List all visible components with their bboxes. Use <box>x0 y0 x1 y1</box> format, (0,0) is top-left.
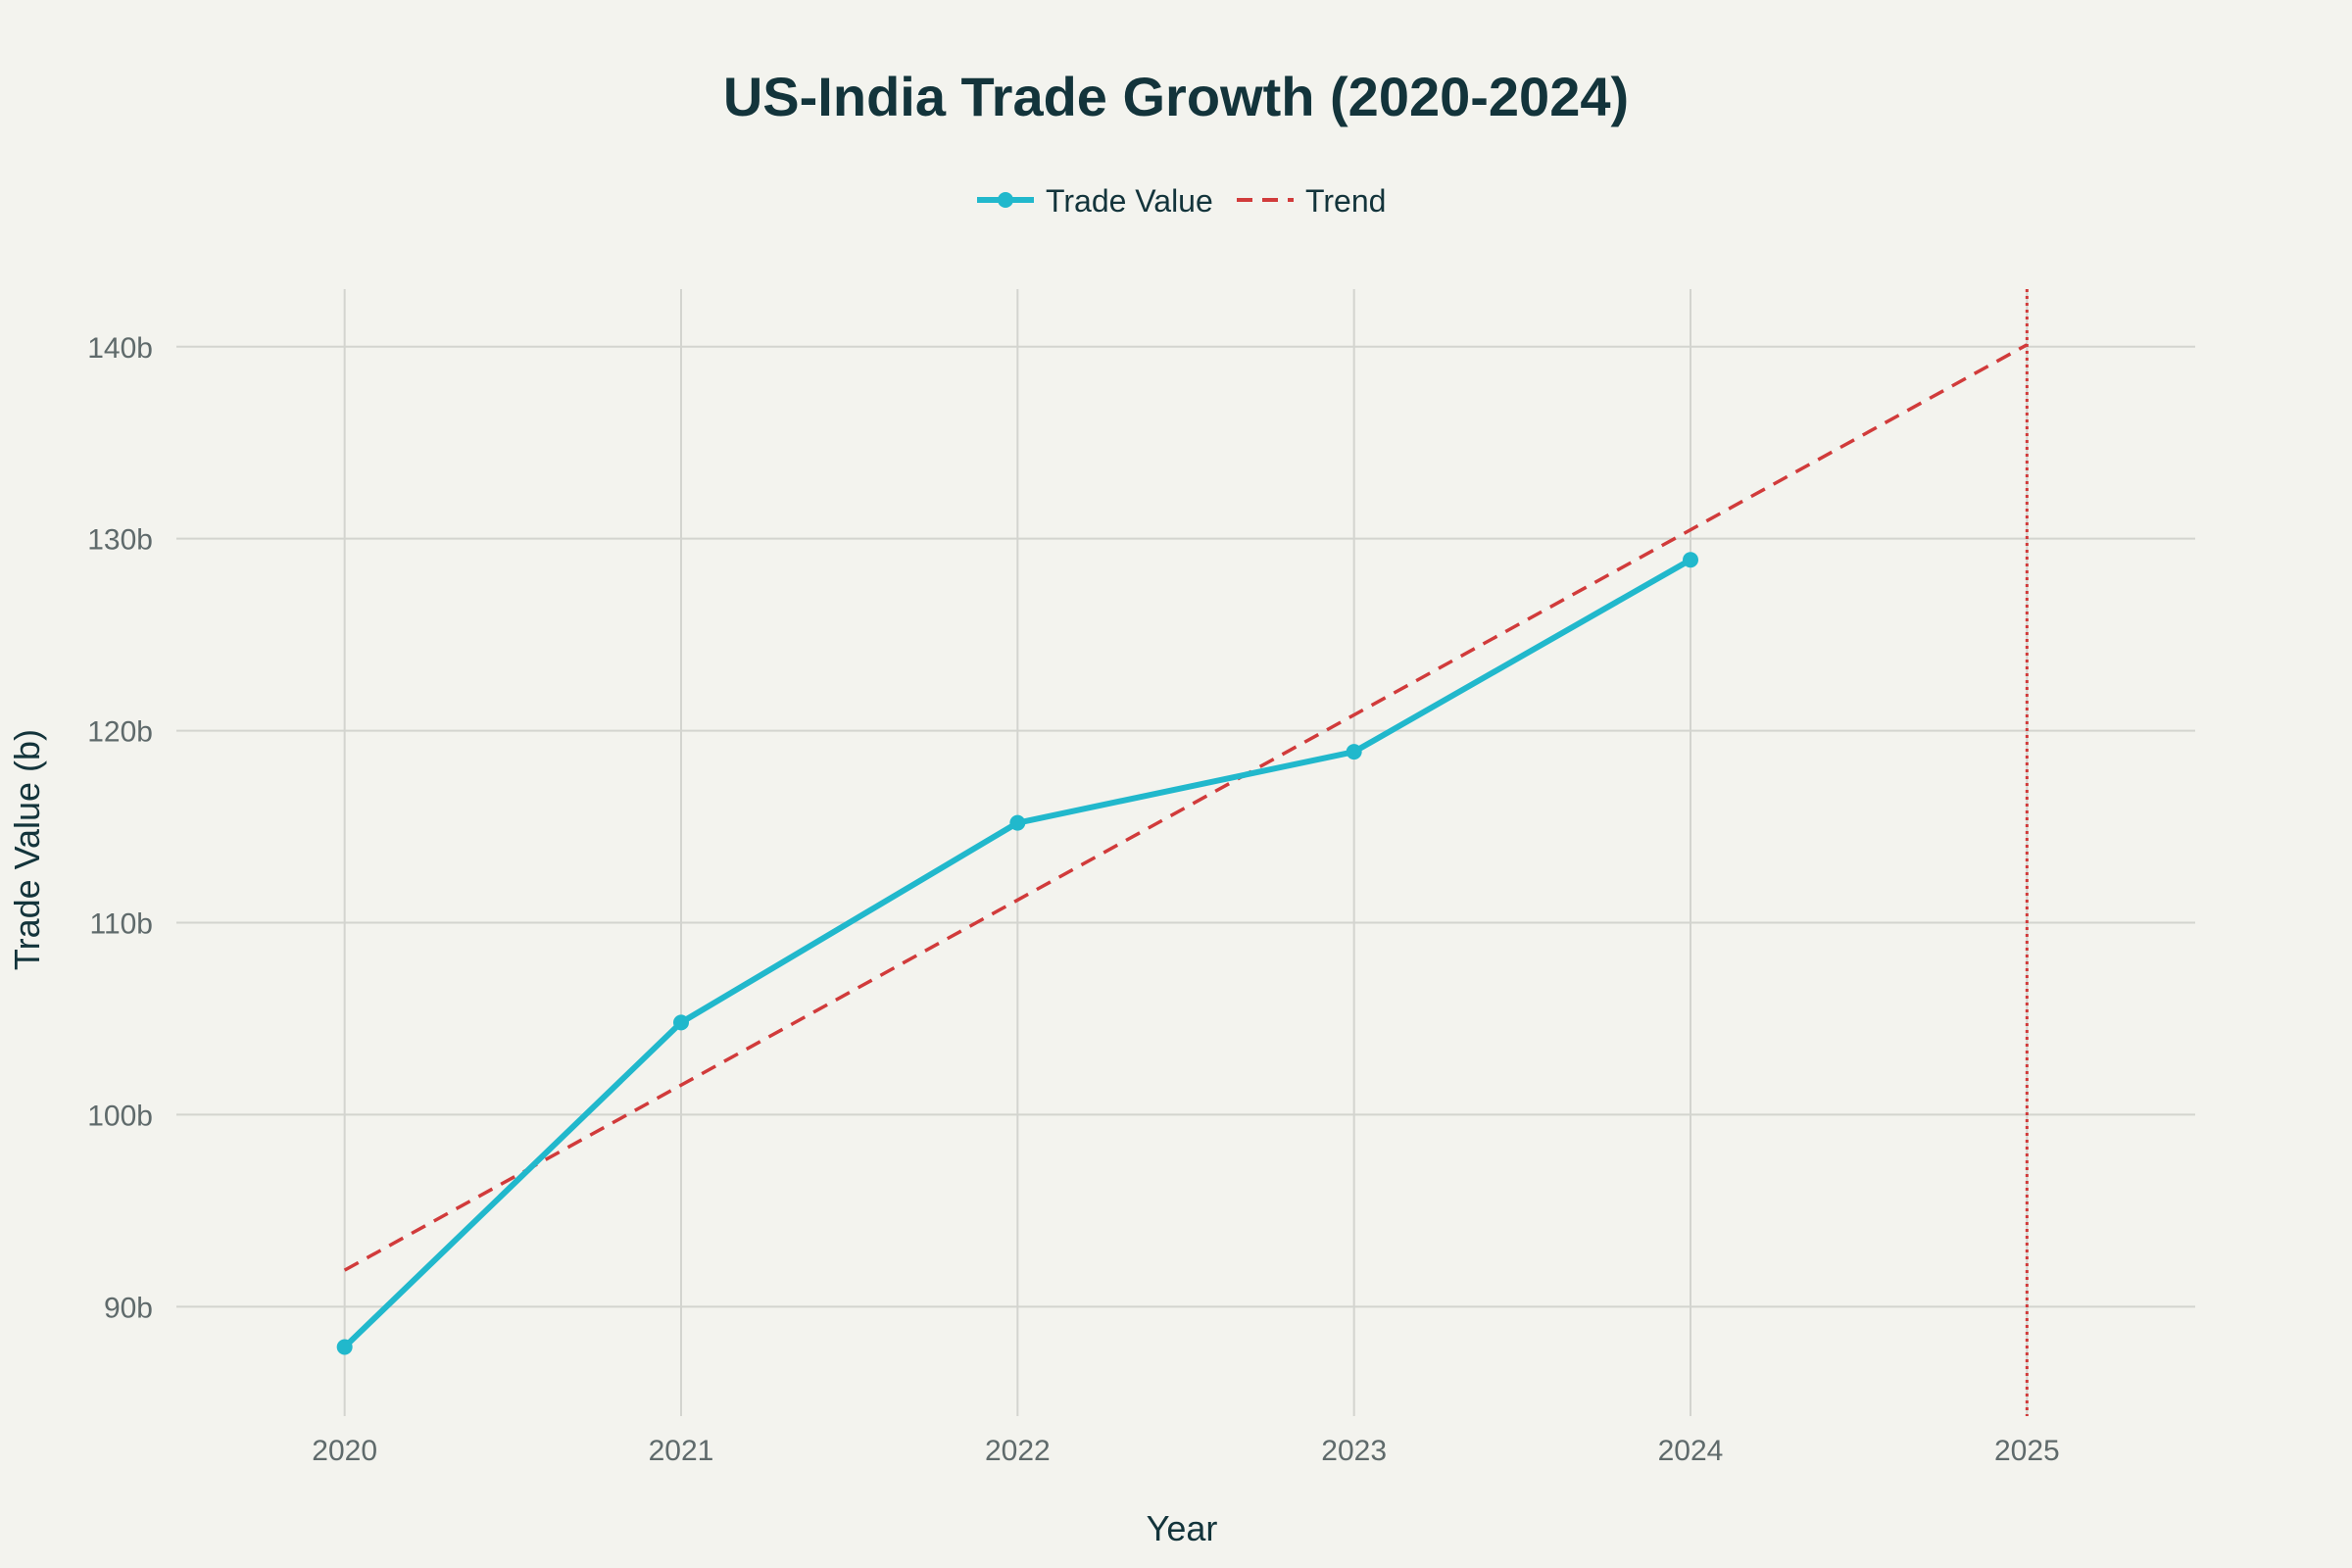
x-tick-label-2025: 2025 <box>1994 1435 2060 1467</box>
legend-item-trade-value[interactable]: Trade Value <box>977 183 1213 219</box>
chart-title: US-India Trade Growth (2020-2024) <box>723 66 1629 127</box>
trade-value-point-2022[interactable] <box>1009 814 1026 831</box>
y-tick-label-140b: 140b <box>87 332 153 365</box>
legend-item-trend[interactable]: Trend <box>1237 183 1386 219</box>
trade-value-point-2024[interactable] <box>1683 552 1698 568</box>
x-axis-title: Year <box>1147 1508 1218 1548</box>
trend-line <box>343 343 2029 1272</box>
y-axis-title: Trade Value (b) <box>7 729 47 970</box>
trade-value-point-2020[interactable] <box>336 1339 353 1355</box>
legend-label-trade-value: Trade Value <box>1046 183 1213 219</box>
series-layer <box>336 343 2029 1355</box>
x-tick-label-2023: 2023 <box>1321 1435 1387 1467</box>
x-tick-label-2024: 2024 <box>1658 1435 1724 1467</box>
grid-layer <box>176 289 2195 1416</box>
tick-labels-layer: 2020 2021 2022 2023 2024 2025 90b 100b 110b 120b 1… <box>87 332 2059 1467</box>
y-tick-label-110b: 110b <box>89 908 153 941</box>
trade-value-point-2023[interactable] <box>1346 744 1362 760</box>
y-tick-label-130b: 130b <box>87 524 153 557</box>
x-tick-label-2022: 2022 <box>985 1435 1051 1467</box>
x-tick-label-2021: 2021 <box>649 1435 714 1467</box>
y-tick-label-100b: 100b <box>87 1100 153 1132</box>
y-tick-label-90b: 90b <box>104 1292 153 1324</box>
y-tick-label-120b: 120b <box>87 716 153 749</box>
x-tick-label-2020: 2020 <box>312 1435 377 1467</box>
legend-marker-trade-value <box>998 192 1013 208</box>
legend-label-trend: Trend <box>1305 183 1386 219</box>
legend[interactable]: Trade Value Trend <box>977 183 1386 219</box>
trade-value-point-2021[interactable] <box>673 1014 689 1031</box>
